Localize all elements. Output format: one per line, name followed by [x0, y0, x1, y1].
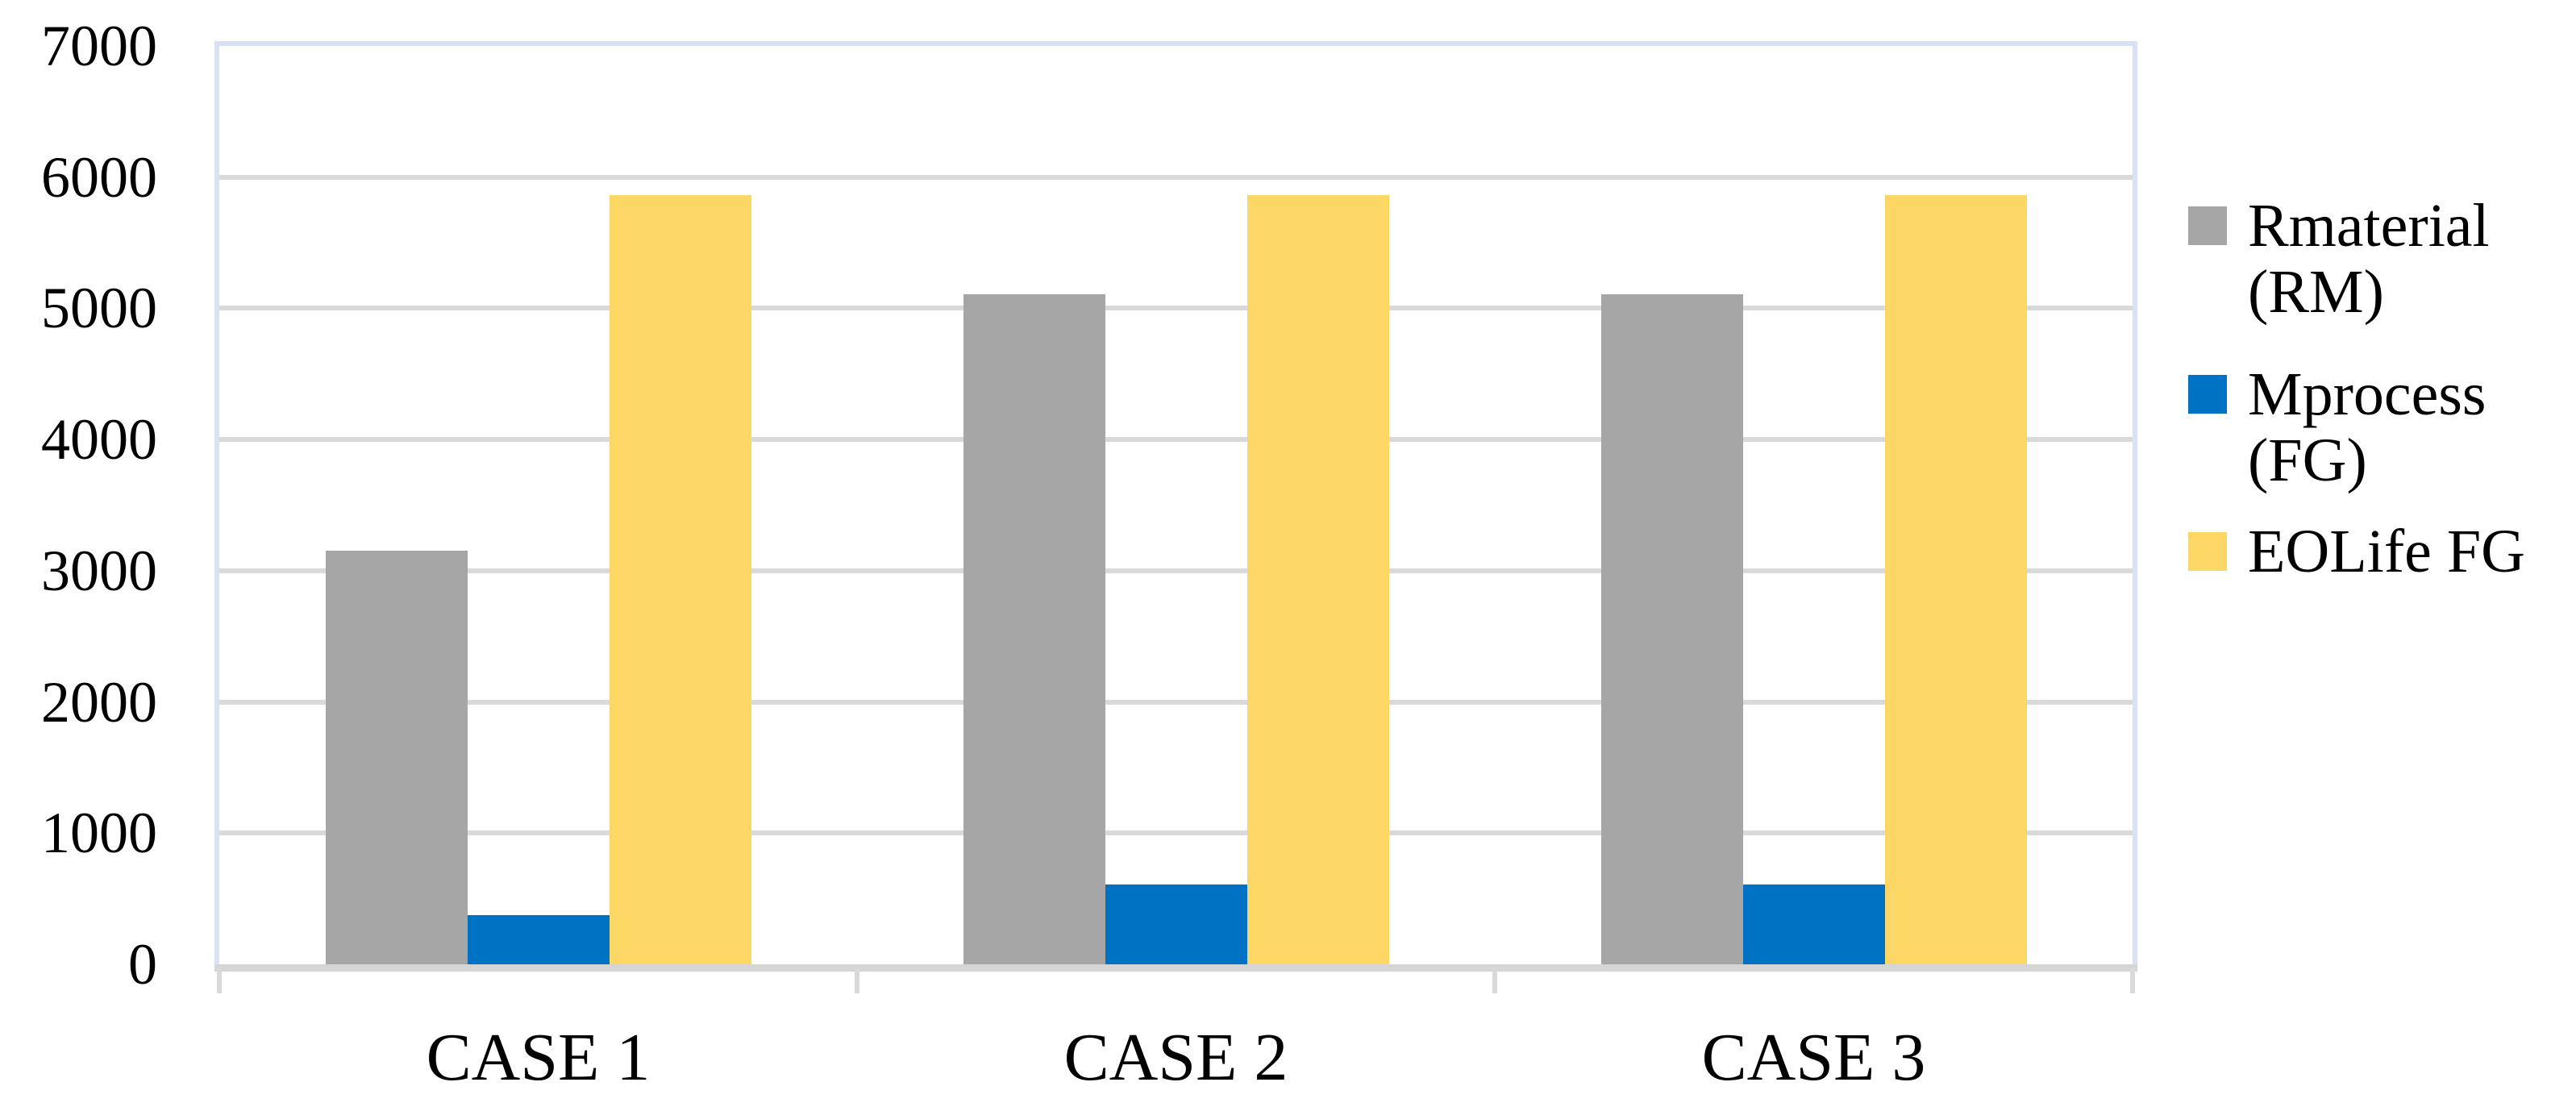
bar-rmaterial-rm-case-1: [325, 551, 468, 964]
legend-entry: Mprocess (FG): [2188, 361, 2487, 493]
x-axis-category-label: CASE 1: [426, 1020, 651, 1095]
bar-mprocess-fg-case-3: [1742, 884, 1885, 964]
legend: Rmaterial (RM) Mprocess (FG) EOLife FG: [2188, 0, 2576, 1103]
gridline: [219, 174, 2133, 180]
legend-label: Mprocess (FG): [2248, 360, 2487, 494]
y-axis-tick-label: 5000: [41, 276, 157, 341]
legend-entry: Rmaterial (RM): [2188, 193, 2490, 325]
legend-swatch: [2188, 206, 2227, 245]
bar-eolife-fg-case-3: [1884, 195, 2027, 964]
y-axis-tick-label: 1000: [41, 801, 157, 866]
gridline: [219, 568, 2133, 573]
x-axis-category-label: CASE 2: [1063, 1020, 1288, 1095]
y-axis-tick-label: 7000: [41, 14, 157, 78]
gridline: [219, 699, 2133, 705]
legend-swatch: [2188, 375, 2227, 414]
y-axis-tick-label: 2000: [41, 669, 157, 735]
legend-label: Rmaterial (RM): [2248, 192, 2490, 326]
legend-entry: EOLife FG: [2188, 518, 2525, 585]
legend-label: EOLife FG: [2248, 518, 2526, 585]
y-axis-tick-label: 6000: [41, 144, 157, 210]
x-axis-line: [214, 964, 2137, 972]
y-axis-tick-label: 0: [128, 932, 157, 997]
axis-tick: [217, 968, 222, 993]
bar-rmaterial-rm-case-2: [963, 293, 1105, 964]
x-axis-category-label: CASE 3: [1701, 1020, 1926, 1095]
plot-area: [214, 41, 2137, 964]
bar-eolife-fg-case-2: [1246, 195, 1389, 964]
axis-tick: [855, 968, 859, 993]
y-axis-tick-label: 3000: [41, 538, 157, 603]
bar-eolife-fg-case-1: [609, 195, 751, 964]
y-axis-tick-label: 4000: [41, 407, 157, 472]
gridline: [219, 306, 2133, 311]
gridline: [219, 830, 2133, 836]
axis-tick: [1492, 968, 1497, 993]
bar-mprocess-fg-case-1: [467, 914, 610, 964]
bar-rmaterial-rm-case-3: [1600, 293, 1743, 964]
gridline: [219, 437, 2133, 443]
legend-swatch: [2188, 532, 2227, 571]
bar-mprocess-fg-case-2: [1105, 884, 1247, 964]
axis-tick: [2130, 968, 2135, 993]
